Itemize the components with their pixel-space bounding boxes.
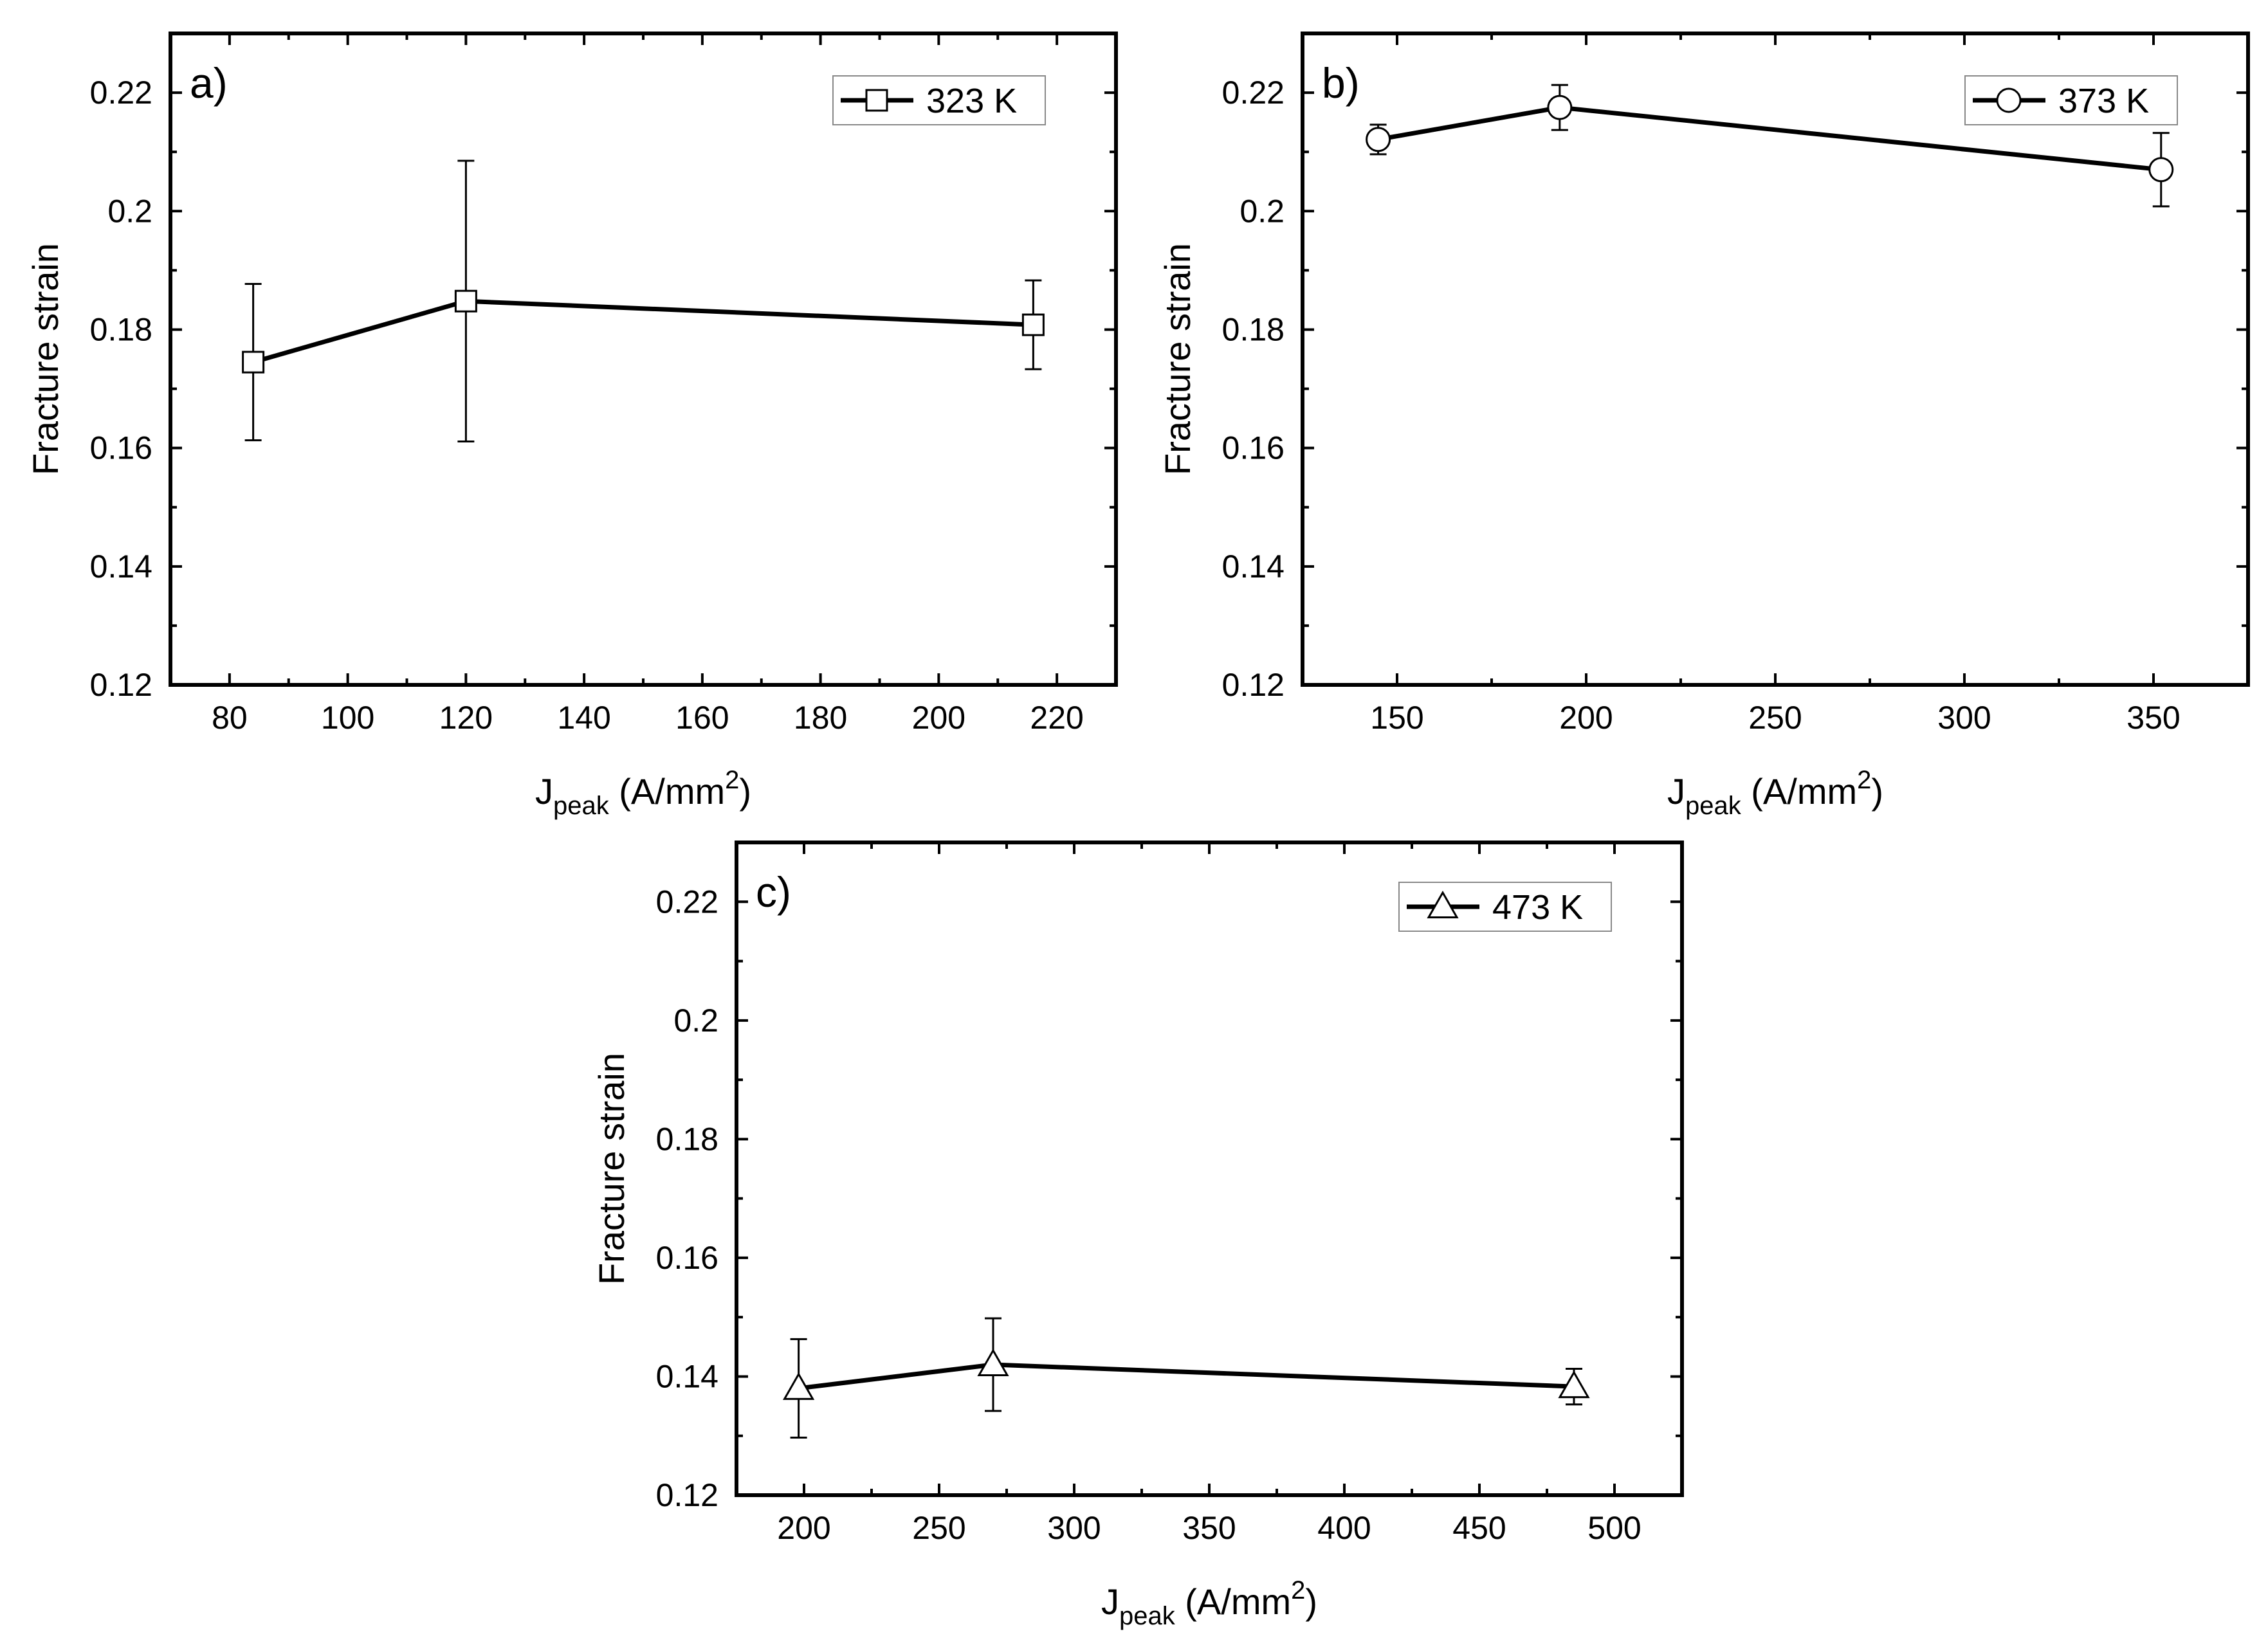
y-tick-label: 0.18 [1222,311,1285,347]
y-tick-label: 0.12 [1222,667,1285,703]
x-tick-label: 80 [212,700,248,736]
x-tick-label: 140 [557,700,610,736]
x-axis-title-subscript: peak [1119,1602,1176,1630]
plot-frame [169,32,1118,687]
x-tick-label: 200 [777,1510,830,1546]
x-axis-title: Jpeak (A/mm2) [1667,766,1883,820]
y-tick-label: 0.22 [90,75,152,111]
y-tick-label: 0.16 [90,430,152,466]
y-axis-title: Fracture strain [25,243,66,475]
data-point-marker [2148,157,2174,183]
y-tick-label: 0.14 [656,1358,718,1394]
legend-marker-icon [865,89,888,112]
x-axis-title-superscript: 2 [1857,766,1871,794]
data-point-marker [242,350,265,374]
series-line [252,298,1034,365]
x-tick-label: 250 [1748,700,1802,736]
data-point-marker [783,1372,815,1400]
data-point-marker [1558,1370,1590,1399]
y-axis-title: Fracture strain [591,1053,632,1285]
y-tick-label: 0.2 [1239,193,1285,229]
x-axis-title-unit-close: ) [1305,1581,1317,1622]
panel-label: a) [190,59,228,107]
data-point-marker [1366,127,1391,152]
x-axis-title-subscript: peak [1685,792,1742,820]
x-tick-label: 220 [1030,700,1083,736]
x-tick-label: 350 [2126,700,2180,736]
x-tick-label: 250 [912,1510,965,1546]
x-axis-title-unit: (A/mm [609,771,725,812]
x-axis-title: Jpeak (A/mm2) [535,766,751,820]
data-point-marker [1021,313,1045,336]
x-axis-title: Jpeak (A/mm2) [1101,1576,1317,1630]
x-tick-label: 160 [675,700,729,736]
x-axis-title-unit: (A/mm [1175,1581,1291,1622]
legend-label: 473 K [1492,888,1583,927]
y-tick-label: 0.2 [107,193,152,229]
data-point-marker [977,1348,1009,1376]
y-tick-label: 0.12 [656,1477,718,1513]
x-tick-label: 150 [1370,700,1423,736]
y-tick-label: 0.12 [90,667,152,703]
x-tick-label: 350 [1182,1510,1236,1546]
x-tick-label: 450 [1452,1510,1506,1546]
x-tick-label: 400 [1317,1510,1371,1546]
y-tick-label: 0.22 [1222,75,1285,111]
y-tick-label: 0.16 [1222,430,1285,466]
chart-panel-a: 80 100 120 140 160 180 200 220 0.12 0.14 0.16 0.18 0… [25,32,1118,820]
data-point-marker [454,289,477,313]
x-axis-title-unit: (A/mm [1741,771,1857,812]
x-tick-label: 180 [794,700,847,736]
legend-label: 373 K [2058,82,2149,120]
x-axis-title-main: J [1101,1581,1119,1622]
y-tick-label: 0.16 [656,1240,718,1276]
x-axis-title-main: J [1667,771,1685,812]
y-axis-title: Fracture strain [1157,243,1198,475]
legend-box [832,75,1046,125]
y-tick-label: 0.14 [90,549,152,585]
chart-panel-b: 150 200 250 300 350 0.12 0.14 0.16 0.18 0.2 0.22 Fr… [1157,32,2250,820]
legend-marker-icon [1996,87,2022,113]
x-axis-title-unit-close: ) [1871,771,1883,812]
x-tick-label: 300 [1937,700,1991,736]
series-line [798,1362,1575,1391]
x-axis-title-unit-close: ) [739,771,751,812]
chart-panel-c: 200 250 300 350 400 450 500 0.12 0.14 0.16 0.18 0.2… [591,841,1684,1630]
x-tick-label: 300 [1047,1510,1101,1546]
panel-label: b) [1322,59,1360,107]
x-axis-title-subscript: peak [553,792,610,820]
legend-marker-icon [1427,890,1459,918]
data-point-marker [1547,95,1573,120]
legend-label: 323 K [926,82,1017,120]
y-tick-label: 0.2 [673,1003,718,1039]
y-tick-label: 0.18 [90,311,152,347]
y-tick-label: 0.18 [656,1121,718,1157]
plot-frame [735,841,1684,1497]
x-axis-title-superscript: 2 [1291,1576,1305,1604]
x-tick-label: 200 [1559,700,1613,736]
x-tick-label: 120 [439,700,493,736]
x-tick-label: 200 [912,700,965,736]
y-tick-label: 0.22 [656,884,718,920]
x-axis-title-main: J [535,771,553,812]
x-axis-title-superscript: 2 [725,766,739,794]
panel-label: c) [756,868,791,916]
x-tick-label: 500 [1587,1510,1641,1546]
x-tick-label: 100 [321,700,374,736]
y-tick-label: 0.14 [1222,549,1285,585]
